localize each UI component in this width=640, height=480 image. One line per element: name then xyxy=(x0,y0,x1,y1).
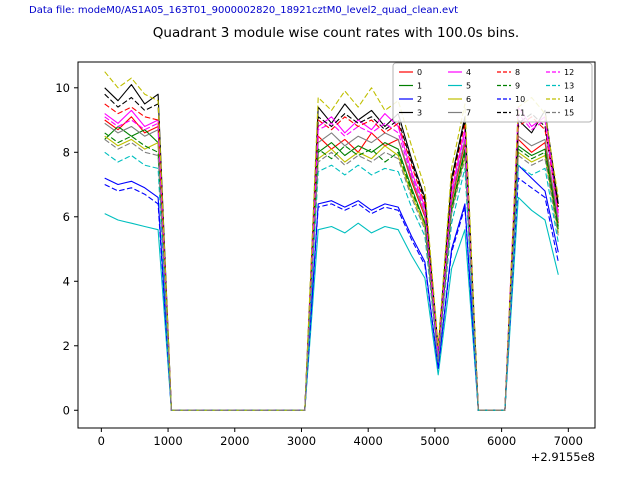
x-tick-label: 1000 xyxy=(153,434,182,448)
x-tick-label: 2000 xyxy=(220,434,249,448)
legend-entry-label-12: 12 xyxy=(564,68,574,77)
chart-title: Quadrant 3 module wise count rates with … xyxy=(152,25,520,41)
y-tick-label: 0 xyxy=(63,403,70,417)
legend-entry-label-2: 2 xyxy=(417,95,422,104)
y-tick-label: 10 xyxy=(55,81,70,95)
x-tick-label: 0 xyxy=(98,434,105,448)
legend-entry-label-14: 14 xyxy=(564,95,574,104)
legend-entry-label-7: 7 xyxy=(466,109,471,118)
y-tick-label: 2 xyxy=(63,339,70,353)
series-line-0 xyxy=(104,116,559,411)
x-tick-label: 3000 xyxy=(287,434,316,448)
x-axis-offset-label: +2.9155e8 xyxy=(531,450,595,464)
legend-entry-label-0: 0 xyxy=(417,68,422,77)
legend-entry-label-5: 5 xyxy=(466,82,471,91)
y-tick-label: 8 xyxy=(63,145,70,159)
legend-entry-label-11: 11 xyxy=(515,109,525,118)
legend-entry-label-13: 13 xyxy=(564,82,574,91)
legend-entry-label-6: 6 xyxy=(466,95,471,104)
legend-box xyxy=(392,62,593,123)
x-tick-label: 7000 xyxy=(554,434,583,448)
x-tick-label: 4000 xyxy=(354,434,383,448)
data-file-label: Data file: modeM0/AS1A05_163T01_90000028… xyxy=(29,5,459,16)
x-tick-label: 5000 xyxy=(420,434,449,448)
series-line-1 xyxy=(104,125,559,411)
legend-entry-label-1: 1 xyxy=(417,82,422,91)
x-tick-label: 6000 xyxy=(487,434,516,448)
legend-entry-label-15: 15 xyxy=(564,109,574,118)
y-tick-label: 4 xyxy=(63,274,70,288)
series-line-10 xyxy=(104,177,559,411)
legend-entry-label-10: 10 xyxy=(515,95,525,104)
series-line-5 xyxy=(104,196,559,411)
axes-frame xyxy=(77,61,596,429)
y-tick-label: 6 xyxy=(63,210,70,224)
series-line-7 xyxy=(104,122,559,411)
series-line-6 xyxy=(104,135,559,411)
series-line-13 xyxy=(104,151,559,411)
legend-entry-label-3: 3 xyxy=(417,109,422,118)
series-line-15 xyxy=(104,138,559,411)
legend-entry-label-9: 9 xyxy=(515,82,520,91)
series-line-2 xyxy=(104,164,559,411)
series-line-9 xyxy=(104,132,559,411)
legend-entry-label-4: 4 xyxy=(466,68,471,77)
legend-entry-label-8: 8 xyxy=(515,68,520,77)
series-line-11 xyxy=(104,93,559,411)
